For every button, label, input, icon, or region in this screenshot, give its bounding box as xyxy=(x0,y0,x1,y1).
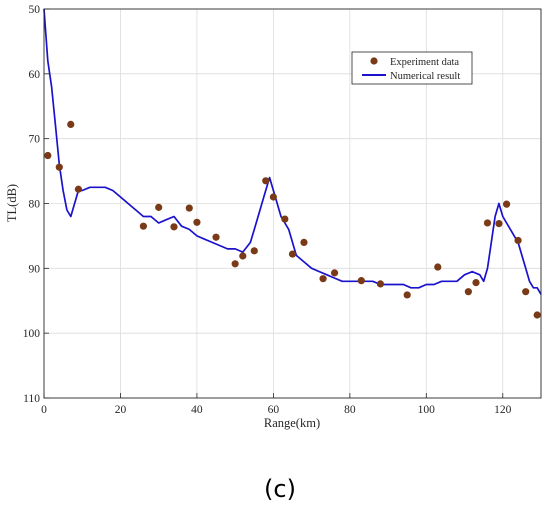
x-tick-label: 40 xyxy=(191,404,203,416)
data-point-experiment xyxy=(262,177,270,185)
legend: Experiment data Numerical result xyxy=(351,51,473,85)
data-point-experiment xyxy=(281,215,289,223)
data-point-experiment xyxy=(55,163,63,171)
data-point-experiment xyxy=(139,222,147,230)
legend-marker-experiment xyxy=(370,57,378,65)
data-point-experiment xyxy=(250,247,258,255)
data-point-experiment xyxy=(357,277,365,285)
x-tick-label: 100 xyxy=(418,404,436,416)
y-tick-label: 110 xyxy=(23,393,40,405)
y-tick-label: 60 xyxy=(29,69,41,81)
x-tick-label: 0 xyxy=(41,404,47,416)
y-tick-label: 90 xyxy=(29,263,41,275)
data-point-experiment xyxy=(300,238,308,246)
data-point-experiment xyxy=(376,280,385,288)
x-axis-label: Range(km) xyxy=(264,416,320,430)
data-point-experiment xyxy=(464,288,472,296)
data-point-experiment xyxy=(67,120,75,129)
y-tick-label: 100 xyxy=(23,328,41,340)
data-point-experiment xyxy=(288,250,297,258)
legend-label-experiment: Experiment data xyxy=(390,57,459,68)
legend-label-numerical: Numerical result xyxy=(390,71,460,82)
data-point-experiment xyxy=(330,269,339,277)
x-tick-label: 60 xyxy=(268,404,280,416)
x-tick-label: 20 xyxy=(115,404,127,416)
data-point-experiment xyxy=(319,275,327,283)
data-point-experiment xyxy=(170,223,178,231)
data-point-experiment xyxy=(155,203,163,211)
y-tick-label: 80 xyxy=(29,199,41,211)
series-line-numerical-result xyxy=(43,8,542,295)
data-point-experiment xyxy=(44,151,52,160)
data-point-experiment xyxy=(269,193,277,201)
data-point-experiment xyxy=(495,219,503,228)
data-point-experiment xyxy=(74,185,83,193)
data-point-experiment xyxy=(472,278,480,287)
data-point-experiment xyxy=(239,252,247,260)
data-point-experiment xyxy=(522,288,530,296)
data-point-experiment xyxy=(185,204,193,212)
data-point-experiment xyxy=(483,219,492,227)
series-layer xyxy=(43,8,542,319)
tick-labels: 0 20 40 60 80 100 120 50 60 70 80 90 100 110 xyxy=(23,4,512,416)
data-point-experiment xyxy=(502,200,511,208)
y-axis-label: TL(dB) xyxy=(5,184,19,222)
x-tick-label: 80 xyxy=(344,404,356,416)
data-point-experiment xyxy=(533,311,541,319)
figure-caption: (c) xyxy=(264,475,296,503)
legend-box xyxy=(351,51,473,85)
y-tick-label: 50 xyxy=(29,4,41,16)
data-point-experiment xyxy=(193,218,201,226)
data-point-experiment xyxy=(434,263,442,271)
x-tick-label: 120 xyxy=(494,404,512,416)
data-point-experiment xyxy=(231,260,239,268)
data-point-experiment xyxy=(212,233,220,241)
y-tick-label: 70 xyxy=(29,134,41,146)
data-point-experiment xyxy=(514,236,522,245)
data-point-experiment xyxy=(403,291,411,299)
